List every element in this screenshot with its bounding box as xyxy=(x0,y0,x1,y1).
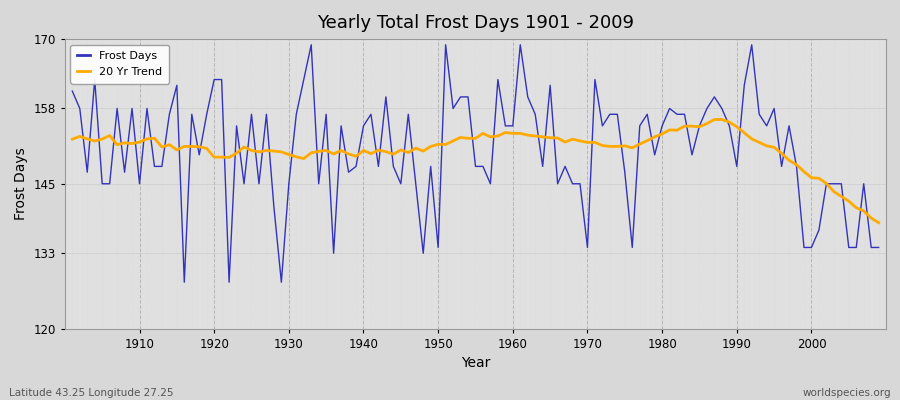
20 Yr Trend xyxy=(291,154,302,159)
20 Yr Trend xyxy=(67,137,77,142)
20 Yr Trend xyxy=(709,117,720,122)
20 Yr Trend xyxy=(127,141,138,146)
Y-axis label: Frost Days: Frost Days xyxy=(14,147,28,220)
Line: 20 Yr Trend: 20 Yr Trend xyxy=(72,120,878,223)
Frost Days xyxy=(306,42,317,47)
20 Yr Trend xyxy=(336,148,346,153)
X-axis label: Year: Year xyxy=(461,356,491,370)
Frost Days xyxy=(612,112,623,117)
20 Yr Trend xyxy=(873,220,884,225)
Frost Days xyxy=(873,245,884,250)
Frost Days xyxy=(299,77,310,82)
Frost Days xyxy=(67,89,77,94)
20 Yr Trend xyxy=(500,130,510,135)
Frost Days xyxy=(127,106,138,111)
Frost Days xyxy=(522,94,533,99)
20 Yr Trend xyxy=(597,143,608,148)
Frost Days xyxy=(515,42,526,47)
Title: Yearly Total Frost Days 1901 - 2009: Yearly Total Frost Days 1901 - 2009 xyxy=(317,14,634,32)
Frost Days xyxy=(351,164,362,169)
20 Yr Trend xyxy=(508,131,518,136)
Line: Frost Days: Frost Days xyxy=(72,45,878,282)
Text: Latitude 43.25 Longitude 27.25: Latitude 43.25 Longitude 27.25 xyxy=(9,388,174,398)
Legend: Frost Days, 20 Yr Trend: Frost Days, 20 Yr Trend xyxy=(70,44,169,84)
Text: worldspecies.org: worldspecies.org xyxy=(803,388,891,398)
Frost Days xyxy=(179,280,190,285)
